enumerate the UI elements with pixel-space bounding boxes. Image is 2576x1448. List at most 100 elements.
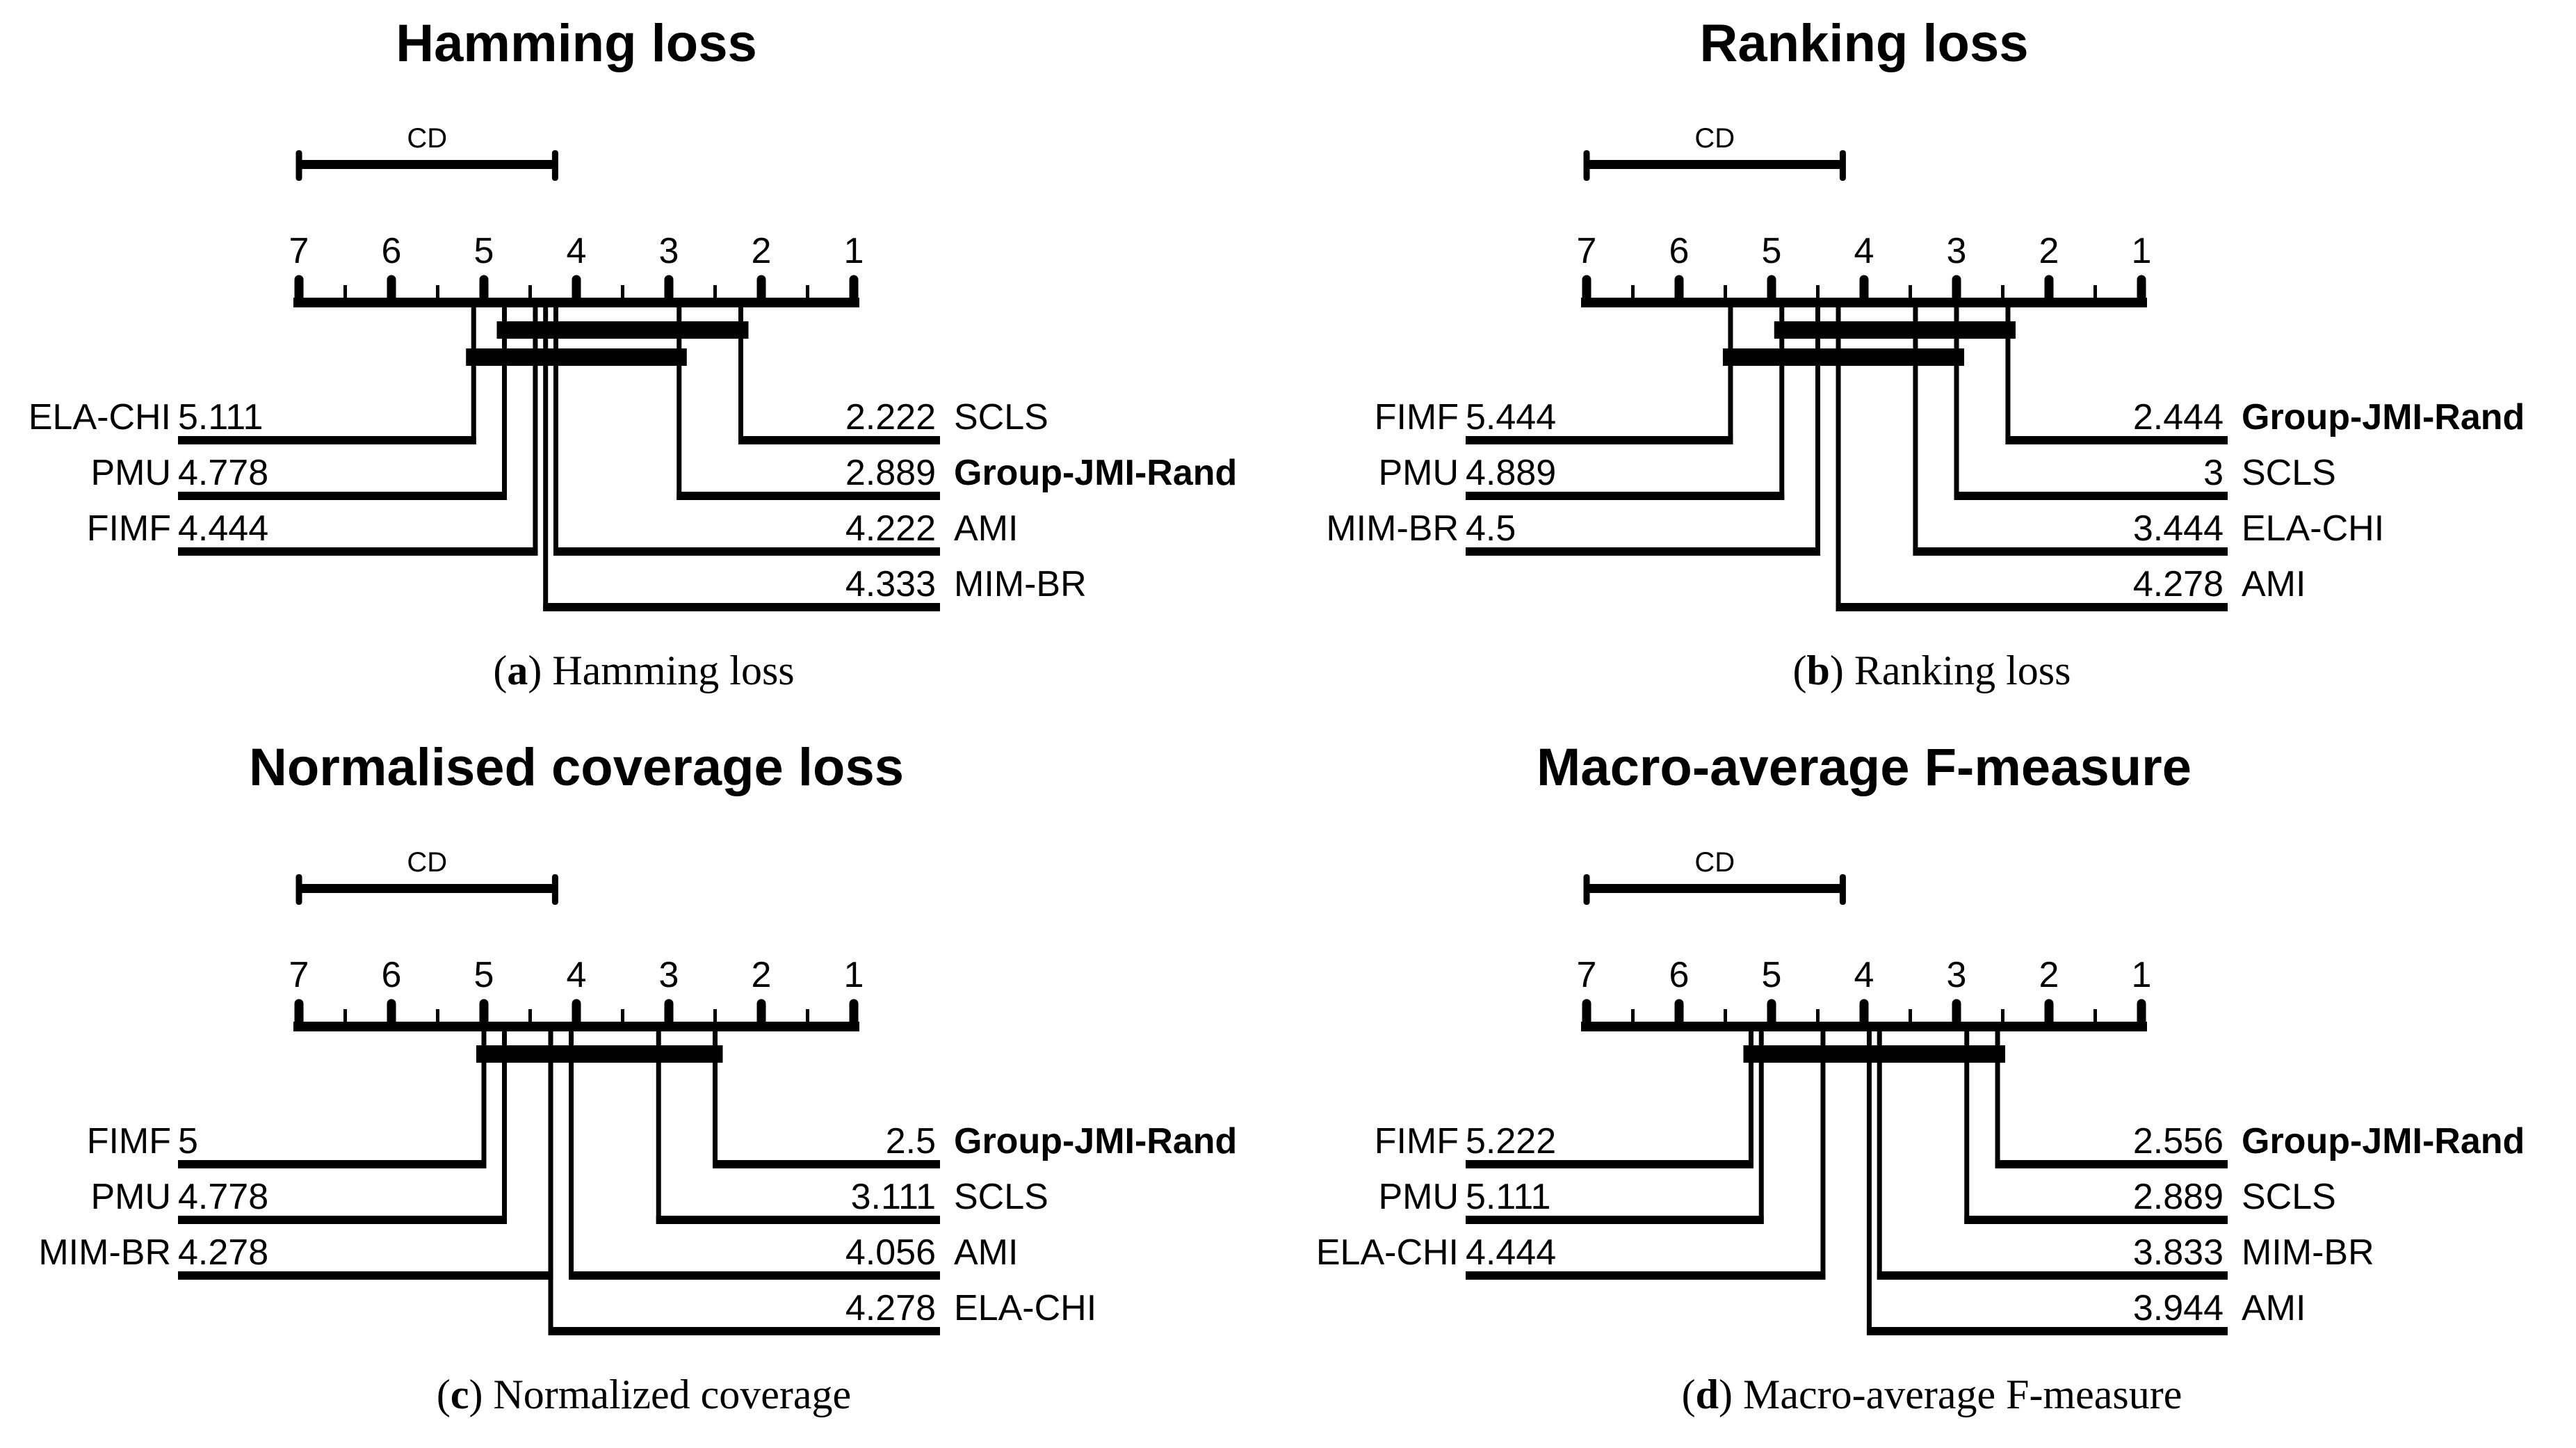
method-connector xyxy=(1866,1027,1872,1335)
minor-tick xyxy=(436,285,439,303)
method-rank-value: 5.222 xyxy=(1466,1121,1556,1161)
method-connector xyxy=(1815,303,1820,556)
axis-number: 7 xyxy=(289,955,309,995)
method-rank-value: 2.5 xyxy=(886,1121,936,1161)
minor-tick xyxy=(806,285,809,303)
method-connector xyxy=(656,1027,661,1224)
method-rank-value: 3.444 xyxy=(2133,508,2223,549)
minor-tick xyxy=(343,285,347,303)
clique-bar xyxy=(496,321,749,339)
method-rank-value: 4.333 xyxy=(845,564,936,604)
method-connector xyxy=(1913,303,1918,556)
axis-number: 2 xyxy=(752,231,772,271)
caption-c: cNormalized coverage xyxy=(0,1371,1288,1417)
method-line xyxy=(569,1271,940,1280)
method-rank-value: 4.278 xyxy=(178,1232,268,1273)
diagram-title: Hamming loss xyxy=(396,14,756,73)
axis-number: 1 xyxy=(844,231,864,271)
method-name: Group-JMI-Rand xyxy=(2242,1121,2525,1161)
method-connector xyxy=(502,1027,508,1224)
axis-number: 4 xyxy=(567,231,587,271)
axis-number: 6 xyxy=(1669,231,1690,271)
method-rank-value: 4.5 xyxy=(1466,508,1516,549)
axis-number: 3 xyxy=(1947,231,1967,271)
minor-tick xyxy=(343,1009,347,1027)
axis-number: 7 xyxy=(1577,231,1597,271)
cd-whisker-left xyxy=(1583,150,1590,181)
method-line xyxy=(178,1160,487,1168)
method-name: Group-JMI-Rand xyxy=(2242,397,2525,437)
method-line xyxy=(1866,1327,2228,1335)
axis-number: 6 xyxy=(1669,955,1690,995)
method-line xyxy=(178,492,508,500)
diagram-title: Normalised coverage loss xyxy=(249,738,904,797)
method-rank-value: 4.778 xyxy=(178,453,268,493)
method-connector xyxy=(1964,1027,1970,1224)
method-name: FIMF xyxy=(1375,397,1459,437)
method-rank-value: 3 xyxy=(2203,453,2223,493)
method-connector xyxy=(2005,303,2011,444)
method-name: FIMF xyxy=(87,1121,171,1161)
minor-tick xyxy=(1724,285,1727,303)
method-rank-value: 5 xyxy=(178,1121,198,1161)
cd-diagram-macro-average-f-measure: Macro-average F-measure CD 7 6 5 4 3 2 1 FIMF 5.22… xyxy=(1316,738,2525,1335)
minor-tick xyxy=(2001,285,2004,303)
method-connector xyxy=(738,303,743,444)
cd-label: CD xyxy=(1694,847,1735,878)
method-connector xyxy=(1995,1027,2000,1168)
method-line xyxy=(2005,436,2228,444)
clique-bar xyxy=(1722,348,1964,366)
method-connector xyxy=(1748,1027,1753,1168)
method-name: FIMF xyxy=(87,508,171,549)
minor-tick xyxy=(713,285,717,303)
axis-number: 7 xyxy=(289,231,309,271)
minor-tick xyxy=(2093,1009,2097,1027)
caption-a: aHamming loss xyxy=(0,647,1288,693)
caption-text: Normalized coverage xyxy=(493,1371,852,1417)
method-line xyxy=(1836,603,2228,611)
clique-bar xyxy=(1774,321,2016,339)
method-connector xyxy=(1877,1027,1882,1280)
method-connector xyxy=(543,303,549,611)
method-name: PMU xyxy=(1378,453,1459,493)
method-name: AMI xyxy=(954,508,1018,549)
caption-letter: b xyxy=(1792,647,1843,693)
caption-d: dMacro-average F-measure xyxy=(1288,1371,2576,1417)
minor-tick xyxy=(1816,285,1820,303)
axis-number: 4 xyxy=(1854,955,1874,995)
method-rank-value: 4.056 xyxy=(845,1232,936,1273)
axis-number: 2 xyxy=(752,955,772,995)
method-rank-value: 5.111 xyxy=(1466,1177,1550,1217)
axis-number: 6 xyxy=(382,955,402,995)
method-name: Group-JMI-Rand xyxy=(954,453,1237,493)
method-rank-value: 2.889 xyxy=(2133,1177,2223,1217)
diagram-title: Macro-average F-measure xyxy=(1537,738,2192,797)
method-rank-value: 4.889 xyxy=(1466,453,1556,493)
minor-tick xyxy=(621,1009,624,1027)
method-connector xyxy=(1836,303,1841,611)
method-name: MIM-BR xyxy=(954,564,1087,604)
method-connector xyxy=(1954,303,1959,500)
method-connector xyxy=(1779,303,1785,500)
method-connector xyxy=(1728,303,1733,444)
axis-number: 2 xyxy=(2039,955,2059,995)
method-connector xyxy=(471,303,476,444)
method-name: PMU xyxy=(1378,1177,1459,1217)
method-line xyxy=(1466,436,1733,444)
cd-whisker-right xyxy=(1839,150,1846,181)
axis-number: 4 xyxy=(1854,231,1874,271)
method-connector xyxy=(502,303,508,500)
method-rank-value: 2.222 xyxy=(845,397,936,437)
minor-tick xyxy=(1631,1009,1635,1027)
method-name: AMI xyxy=(954,1232,1018,1273)
caption-letter: d xyxy=(1682,1371,1733,1417)
minor-tick xyxy=(713,1009,717,1027)
caption-letter: a xyxy=(493,647,542,693)
cd-whisker-right xyxy=(1839,874,1846,905)
method-rank-value: 4.222 xyxy=(845,508,936,549)
method-line xyxy=(1995,1160,2228,1168)
caption-text: Ranking loss xyxy=(1854,647,2071,693)
axis-number: 3 xyxy=(659,231,679,271)
